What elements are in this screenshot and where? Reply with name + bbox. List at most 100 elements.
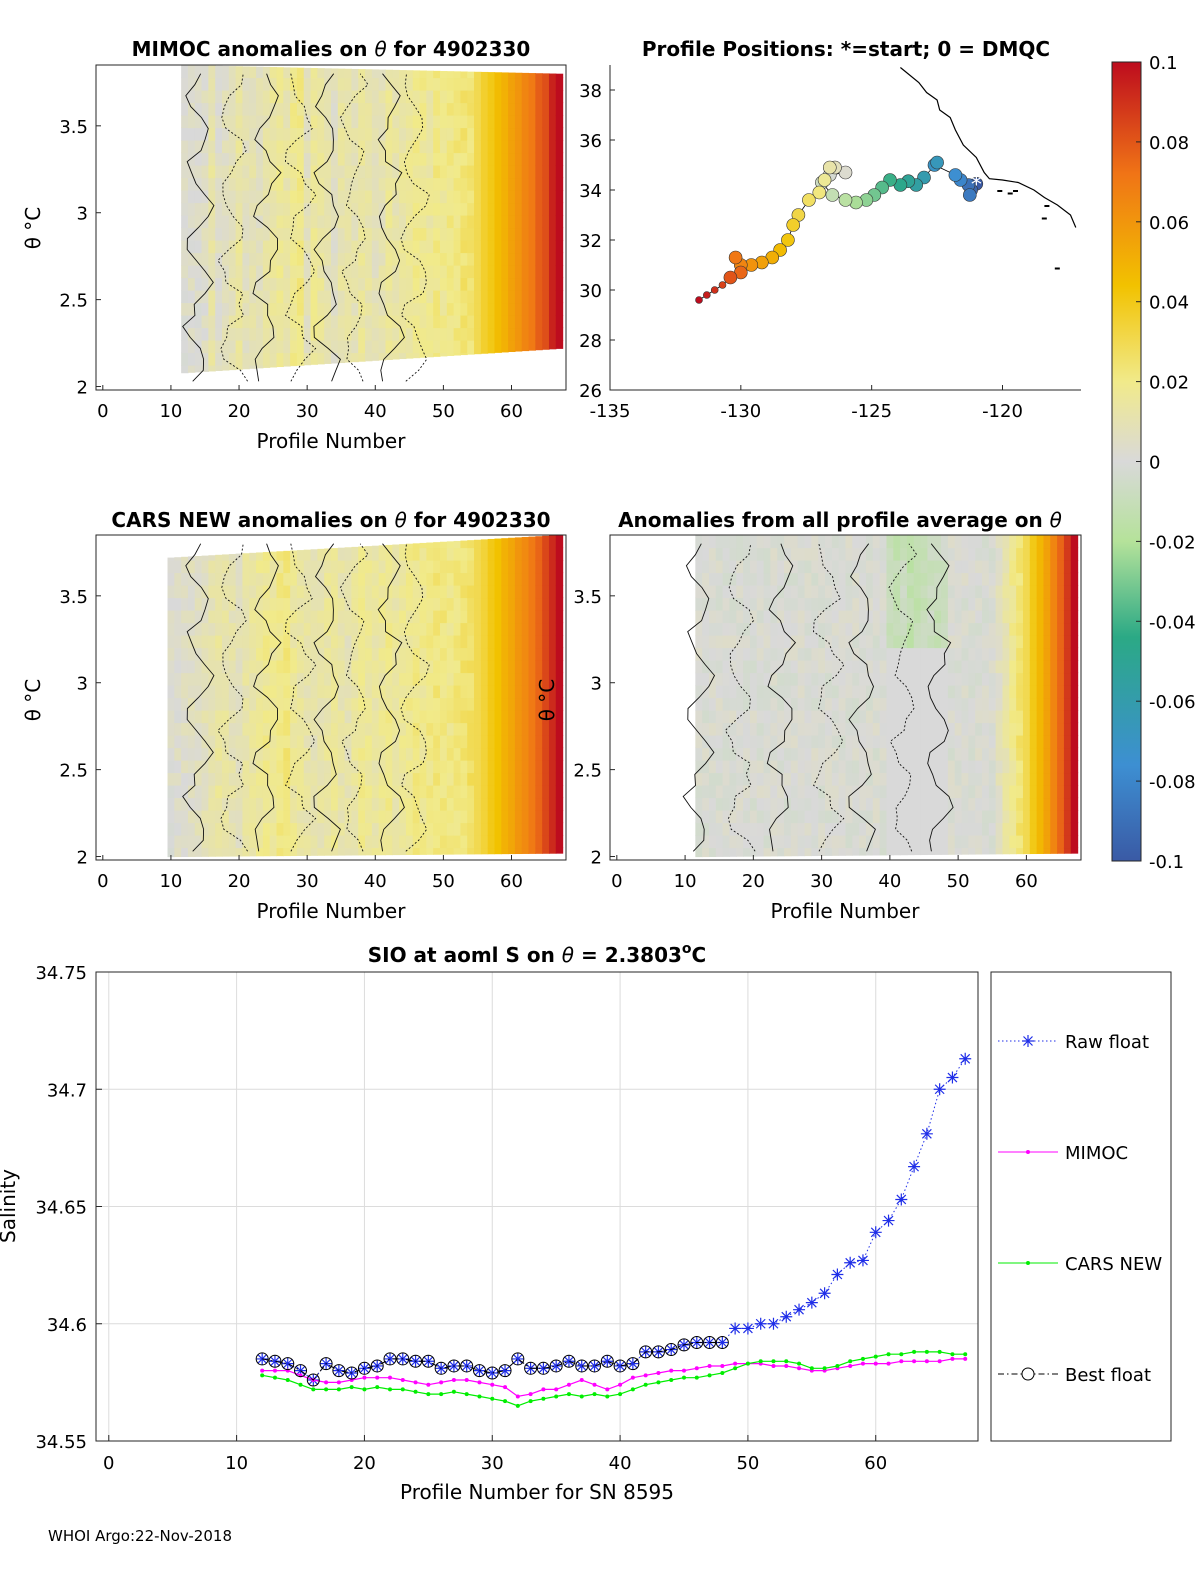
mimoc-heatmap-cells xyxy=(181,65,564,374)
best-float-marker xyxy=(613,1359,627,1373)
heatmap-cell xyxy=(412,352,421,359)
heatmap-cell xyxy=(419,202,427,216)
heatmap-cell xyxy=(702,535,710,549)
heatmap-cell xyxy=(521,115,530,129)
heatmap-cell xyxy=(201,152,209,166)
contour-line xyxy=(285,543,317,852)
heatmap-cell xyxy=(528,735,536,749)
heatmap-cell xyxy=(548,140,557,154)
heatmap-cell xyxy=(804,672,812,686)
heatmap-cell xyxy=(419,340,427,354)
heatmap-cell xyxy=(804,747,812,761)
heatmap-cell xyxy=(283,227,291,241)
heatmap-cell xyxy=(399,735,407,749)
heatmap-cell xyxy=(215,554,223,561)
heatmap-cell xyxy=(487,585,496,599)
heatmap-cell xyxy=(351,315,359,329)
heatmap-cell xyxy=(811,585,819,599)
heatmap-cell xyxy=(351,647,359,661)
position-point xyxy=(962,188,977,202)
heatmap-cell xyxy=(920,535,929,549)
heatmap-cell xyxy=(378,327,387,341)
heatmap-cell xyxy=(283,810,291,824)
heatmap-cell xyxy=(1009,597,1017,611)
heatmap-cell xyxy=(426,685,434,699)
heatmap-cell xyxy=(405,115,414,129)
heatmap-cell xyxy=(845,672,853,686)
heatmap-cell xyxy=(181,290,189,304)
heatmap-cell xyxy=(480,190,489,204)
heatmap-cell xyxy=(405,747,414,761)
heatmap-cell xyxy=(187,797,196,811)
heatmap-cell xyxy=(528,73,536,79)
heatmap-cell xyxy=(351,635,359,649)
heatmap-cell xyxy=(242,847,250,857)
heatmap-cell xyxy=(988,572,997,586)
heatmap-cell xyxy=(494,572,502,586)
heatmap-cell xyxy=(344,77,353,91)
heatmap-cell xyxy=(228,340,237,354)
heatmap-cell xyxy=(344,277,353,291)
heatmap-cell xyxy=(487,152,496,166)
heatmap-cell xyxy=(446,190,455,204)
heatmap-cell xyxy=(487,822,496,836)
cars-marker xyxy=(860,1356,865,1361)
heatmap-cell xyxy=(535,315,543,329)
all-average-anomaly-panel: Anomalies from all profile average on θ … xyxy=(573,508,1082,923)
heatmap-cell xyxy=(446,352,455,356)
heatmap-cell xyxy=(941,572,949,586)
heatmap-cell xyxy=(405,672,414,686)
heatmap-cell xyxy=(235,797,244,811)
heatmap-cell xyxy=(838,772,847,786)
heatmap-cell xyxy=(460,127,468,141)
heatmap-cell xyxy=(269,747,278,761)
heatmap-cell xyxy=(1036,635,1045,649)
heatmap-cell xyxy=(324,340,332,354)
heatmap-cell xyxy=(215,90,223,104)
heatmap-cell xyxy=(222,697,230,711)
heatmap-cell xyxy=(337,102,346,116)
heatmap-cell xyxy=(811,847,819,857)
heatmap-cell xyxy=(535,572,543,586)
heatmap-cell xyxy=(811,697,819,711)
heatmap-cell xyxy=(542,215,550,229)
heatmap-cell xyxy=(310,265,318,279)
heatmap-cell xyxy=(947,835,956,849)
heatmap-cell xyxy=(975,597,983,611)
heatmap-cell xyxy=(228,810,237,824)
heatmap-profile-column xyxy=(433,542,441,855)
heatmap-cell xyxy=(941,797,949,811)
heatmap-cell xyxy=(194,710,203,724)
heatmap-cell xyxy=(756,622,765,636)
heatmap-cell xyxy=(872,797,881,811)
heatmap-cell xyxy=(392,277,400,291)
heatmap-cell xyxy=(555,77,564,91)
heatmap-profile-column xyxy=(702,535,710,858)
heatmap-cell xyxy=(194,315,203,329)
heatmap-cell xyxy=(303,622,312,636)
mimoc-marker xyxy=(924,1359,929,1364)
heatmap-cell xyxy=(242,302,250,316)
heatmap-cell xyxy=(419,240,427,254)
heatmap-cell xyxy=(542,202,550,216)
heatmap-cell xyxy=(790,597,799,611)
heatmap-cell xyxy=(262,835,271,849)
heatmap-cell xyxy=(879,772,888,786)
heatmap-cell xyxy=(242,227,250,241)
heatmap-cell xyxy=(1036,847,1045,854)
heatmap-cell xyxy=(426,152,434,166)
heatmap-cell xyxy=(337,760,346,774)
heatmap-profile-column xyxy=(446,541,455,855)
heatmap-cell xyxy=(467,572,475,586)
heatmap-cell xyxy=(467,622,475,636)
heatmap-cell xyxy=(831,810,840,824)
heatmap-cell xyxy=(777,810,785,824)
heatmap-cell xyxy=(256,315,264,329)
heatmap-cell xyxy=(900,572,908,586)
heatmap-cell xyxy=(831,635,840,649)
heatmap-cell xyxy=(174,797,182,811)
heatmap-profile-column xyxy=(378,545,387,856)
heatmap-cell xyxy=(1057,585,1065,599)
heatmap-cell xyxy=(900,685,908,699)
